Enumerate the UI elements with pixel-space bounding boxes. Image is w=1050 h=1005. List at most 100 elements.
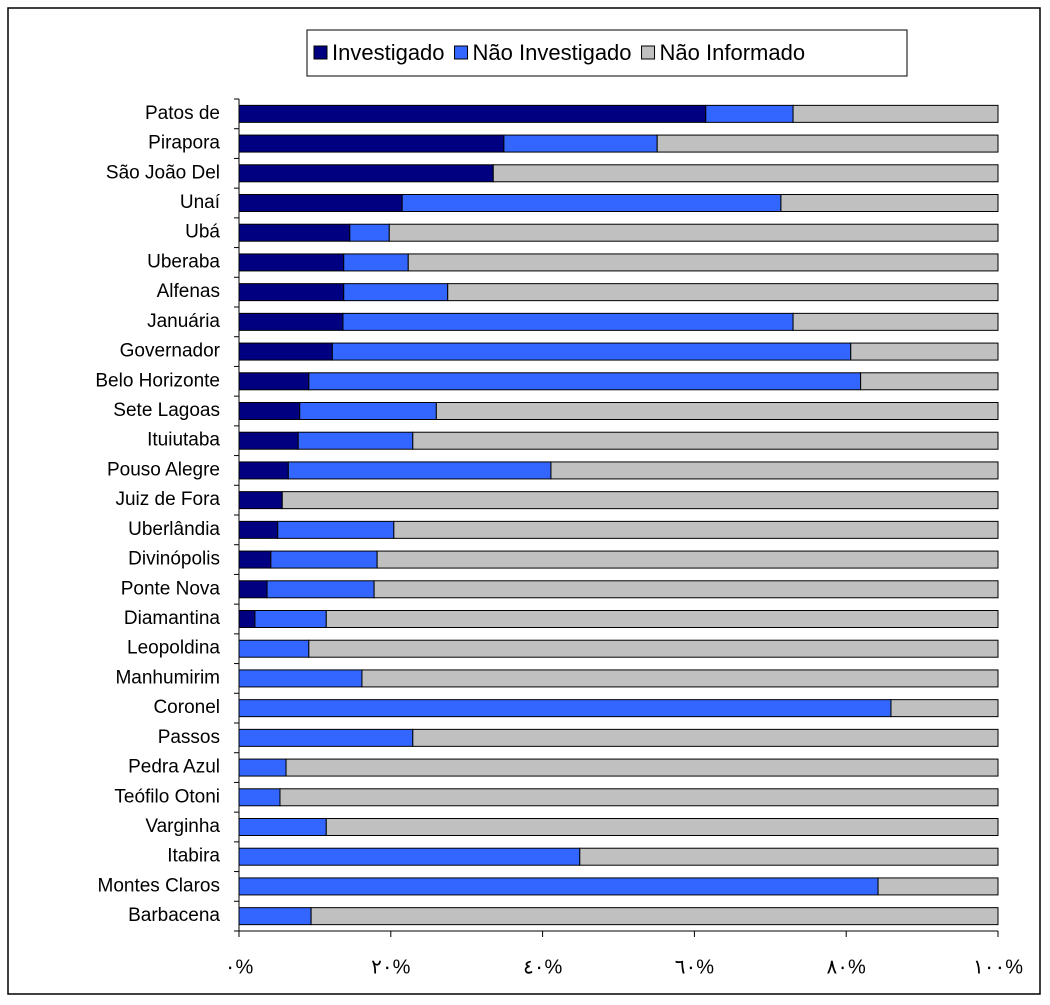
bar-segment <box>238 610 256 628</box>
bar-segment <box>890 699 999 718</box>
bar-segment <box>503 134 658 153</box>
y-tick-label: Pirapora <box>148 133 220 154</box>
bar-segment <box>238 520 279 539</box>
y-tick-label: Ituiutaba <box>147 430 220 451</box>
bar-segment <box>238 847 581 866</box>
y-tick-label: Divinópolis <box>128 549 220 570</box>
bar-segment <box>238 550 272 569</box>
bar-segment <box>238 164 494 183</box>
y-tick-label: Diamantina <box>124 608 221 629</box>
bar-segment <box>401 194 782 212</box>
bar-segment <box>579 847 999 866</box>
y-tick-label: Barbacena <box>128 905 220 926</box>
bar-segment <box>331 342 852 361</box>
bar-segment <box>238 461 289 480</box>
bar-segment <box>373 580 999 599</box>
bar-segment <box>238 104 707 123</box>
x-tick-label: ١٠٠% <box>973 956 1023 978</box>
bar-segment <box>238 491 283 510</box>
bar-segment <box>238 669 363 688</box>
bar-segment <box>238 758 287 777</box>
bar-segment <box>435 402 999 420</box>
bar-segment <box>349 223 390 242</box>
y-tick-label: Varginha <box>145 816 220 837</box>
bar-segment <box>342 312 794 331</box>
y-tick-label: São João Del <box>106 162 220 183</box>
bar-segment <box>238 194 403 212</box>
y-tick-label: Montes Claros <box>98 875 221 896</box>
bar-segment <box>238 283 345 302</box>
bar-segment <box>407 253 999 272</box>
bar-segment <box>388 223 999 242</box>
bar-segment <box>550 461 999 480</box>
bar-segment <box>343 283 449 302</box>
legend-label: Não Investigado <box>473 40 632 65</box>
y-tick-label: Leopoldina <box>127 638 220 659</box>
x-tick-label: ٠% <box>225 956 254 978</box>
bar-segment <box>492 164 999 183</box>
bar-segment <box>325 818 999 836</box>
legend-swatch <box>313 45 328 60</box>
y-tick-label: Itabira <box>167 846 220 867</box>
bar-segment <box>238 372 310 391</box>
bar-segment <box>308 639 999 658</box>
bar-segment <box>792 312 999 331</box>
bar-segment <box>238 580 268 599</box>
bar-segment <box>310 907 999 926</box>
bar-segment <box>877 877 999 896</box>
bar-segment <box>299 402 437 420</box>
bar-segment <box>792 104 999 123</box>
legend-box <box>306 29 908 77</box>
bar-segment <box>285 758 999 777</box>
bar-segment <box>238 788 281 807</box>
y-tick-label: Unaí <box>180 192 221 213</box>
bar-segment <box>325 610 999 628</box>
y-tick-label: Ubá <box>185 222 220 243</box>
bar-segment <box>279 788 999 807</box>
bar-segment <box>238 728 414 747</box>
bar-segment <box>376 550 999 569</box>
bar-segment <box>656 134 999 153</box>
y-tick-label: Manhumirim <box>115 667 220 688</box>
y-tick-label: Belo Horizonte <box>95 370 220 391</box>
y-tick-label: Juiz de Fora <box>115 489 220 510</box>
bar-segment <box>281 491 999 510</box>
legend-label: Não Informado <box>660 40 806 65</box>
y-tick-label: Patos de <box>145 103 220 124</box>
y-tick-label: Uberaba <box>147 251 220 272</box>
legend-label: Investigado <box>332 40 445 65</box>
bar-segment <box>705 104 794 123</box>
bar-segment <box>238 223 351 242</box>
bar-segment <box>238 253 345 272</box>
bar-segment <box>270 550 378 569</box>
bar-segment <box>238 402 301 420</box>
y-tick-label: Governador <box>120 341 221 362</box>
y-tick-label: Teófilo Otoni <box>114 786 220 807</box>
bar-segment <box>238 699 892 718</box>
bar-segment <box>343 253 409 272</box>
bar-segment <box>254 610 327 628</box>
bar-segment <box>266 580 375 599</box>
bar-segment <box>238 639 310 658</box>
legend-swatch <box>641 45 656 60</box>
y-tick-label: Januária <box>147 311 220 332</box>
bar-segment <box>361 669 999 688</box>
y-tick-label: Ponte Nova <box>121 578 221 599</box>
bar-segment <box>860 372 999 391</box>
bar-segment <box>238 134 505 153</box>
y-tick-label: Uberlândia <box>128 519 220 540</box>
y-tick-label: Pouso Alegre <box>107 459 220 480</box>
legend-swatch <box>454 45 469 60</box>
y-tick-label: Pedra Azul <box>128 757 220 778</box>
bar-segment <box>238 907 312 926</box>
bar-segment <box>238 818 327 836</box>
bar-segment <box>238 431 299 450</box>
bar-segment <box>238 312 344 331</box>
bar-segment <box>393 520 999 539</box>
bar-segment <box>780 194 999 212</box>
bar-segment <box>850 342 999 361</box>
x-tick-label: ٦٠% <box>675 956 714 978</box>
x-tick-label: ٢٠% <box>371 956 410 978</box>
y-tick-label: Passos <box>158 727 220 748</box>
